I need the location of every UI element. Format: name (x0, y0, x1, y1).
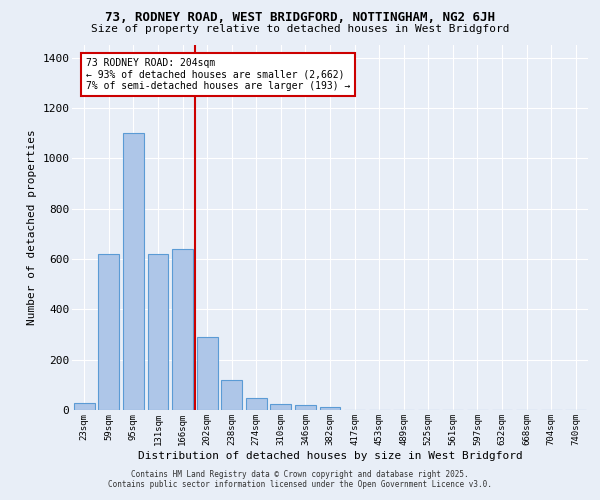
Bar (74, 403, 95, 410)
Bar (172, 249, 193, 410)
Text: 73, RODNEY ROAD, WEST BRIDGFORD, NOTTINGHAM, NG2 6JH: 73, RODNEY ROAD, WEST BRIDGFORD, NOTTING… (105, 11, 495, 24)
Text: Size of property relative to detached houses in West Bridgford: Size of property relative to detached ho… (91, 24, 509, 34)
Text: Contains HM Land Registry data © Crown copyright and database right 2025.
Contai: Contains HM Land Registry data © Crown c… (108, 470, 492, 489)
Bar (123, 133, 144, 410)
X-axis label: Distribution of detached houses by size in West Bridgford: Distribution of detached houses by size … (137, 450, 523, 460)
Bar (98, 254, 119, 410)
Bar (320, 407, 340, 410)
Bar (148, 254, 169, 410)
Bar (197, 337, 218, 410)
Bar (246, 398, 267, 410)
Bar (295, 406, 316, 410)
Bar (221, 380, 242, 410)
Text: 73 RODNEY ROAD: 204sqm
← 93% of detached houses are smaller (2,662)
7% of semi-d: 73 RODNEY ROAD: 204sqm ← 93% of detached… (86, 58, 350, 91)
Y-axis label: Number of detached properties: Number of detached properties (26, 130, 37, 326)
Bar (271, 404, 292, 410)
